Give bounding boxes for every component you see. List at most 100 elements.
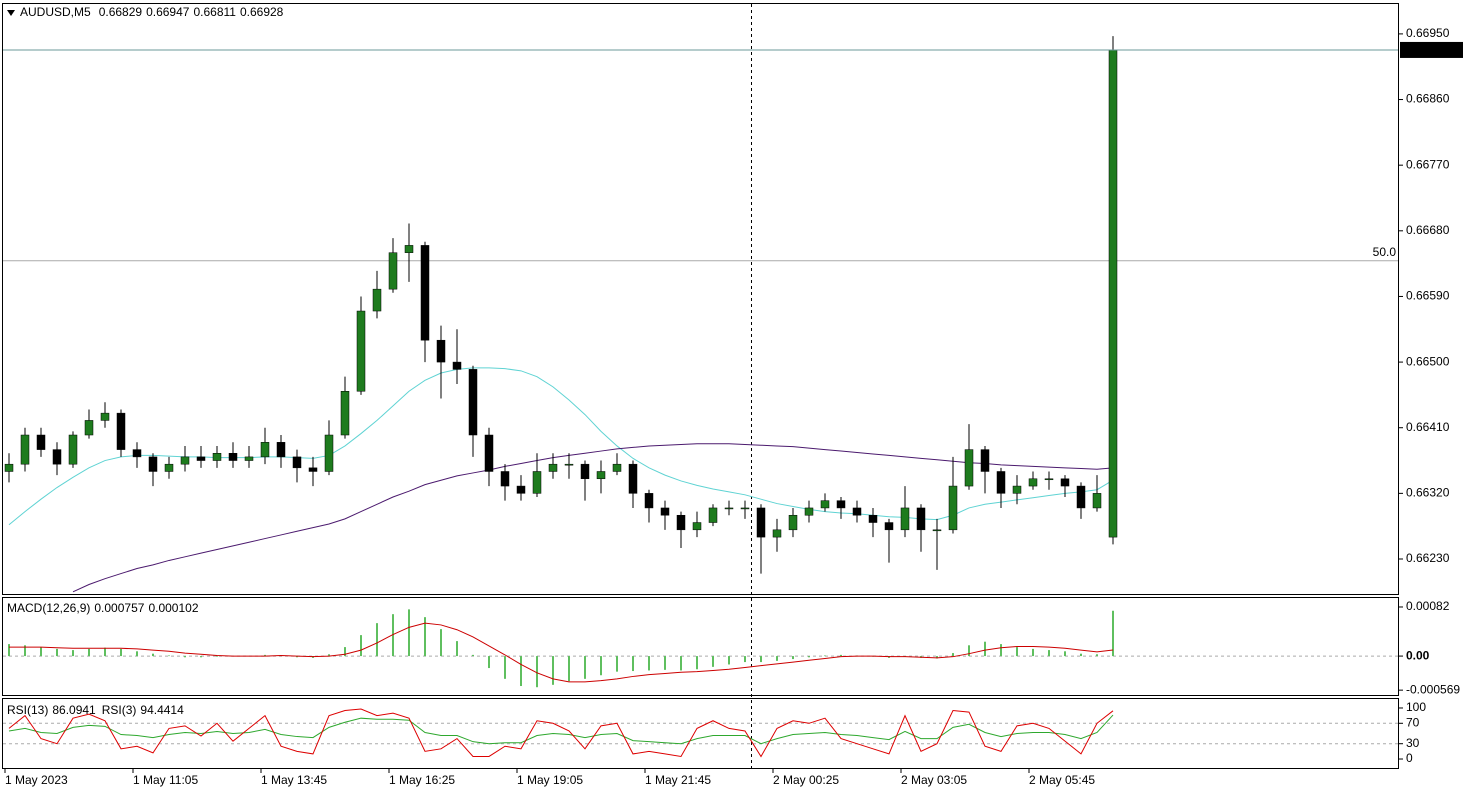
- macd-bar: [760, 656, 762, 663]
- price-label: 0.66928: [1406, 42, 1450, 56]
- series-line: [9, 622, 1114, 683]
- macd-bar: [664, 656, 666, 670]
- macd-bar: [216, 656, 218, 657]
- candle-body: [436, 339, 446, 363]
- macd-bar: [392, 614, 394, 657]
- candle-body: [36, 434, 46, 450]
- candle-body: [340, 391, 350, 436]
- candle-body: [260, 442, 270, 458]
- macd-bar: [376, 623, 378, 657]
- macd-bar: [1032, 648, 1034, 657]
- y-tick-label: 0.00: [1406, 648, 1430, 662]
- macd-bar: [1096, 654, 1098, 657]
- candle-body: [484, 434, 494, 472]
- y-tick-label: 0.66770: [1406, 157, 1450, 171]
- macd-bar: [264, 654, 266, 657]
- candle-body: [1076, 485, 1086, 509]
- candle-body: [116, 412, 126, 450]
- rsi-header: RSI(13) 86.0941 RSI(3) 94.4414: [7, 703, 184, 717]
- candle-body: [916, 507, 926, 531]
- y-tick-label: 0.66410: [1406, 420, 1450, 434]
- macd-bar: [1000, 644, 1002, 657]
- y-tick-label: 0.66500: [1406, 354, 1450, 368]
- macd-bar: [840, 654, 842, 657]
- macd-bar: [1048, 650, 1050, 657]
- y-tick-label: 0.66230: [1406, 551, 1450, 565]
- macd-bar: [584, 656, 586, 679]
- candle-body: [372, 288, 382, 312]
- macd-bar: [600, 656, 602, 676]
- candle-body: [180, 456, 190, 465]
- candle-body: [1028, 478, 1038, 487]
- candle-body: [1092, 493, 1102, 509]
- macd-bar: [776, 656, 778, 661]
- macd-header: MACD(12,26,9) 0.000757 0.000102: [7, 601, 199, 615]
- candle-body: [244, 456, 254, 461]
- menu-triangle: [7, 10, 15, 16]
- close: 0.66928: [240, 5, 284, 19]
- macd-bar: [536, 656, 538, 688]
- macd-bar: [472, 654, 474, 657]
- candle-body: [4, 463, 14, 472]
- y-tick-label: -0.000569: [1406, 682, 1460, 696]
- rsi-name: RSI(13): [7, 703, 48, 717]
- macd-bar: [328, 654, 330, 657]
- candle-body: [580, 463, 590, 480]
- candle-body: [964, 449, 974, 487]
- y-tick-label: 0: [1406, 751, 1413, 765]
- candle-body: [100, 412, 110, 421]
- macd-bar: [424, 617, 426, 657]
- symbol: AUDUSD,M5: [20, 5, 91, 19]
- candle-body: [1012, 485, 1022, 494]
- macd-value: 0.000757: [94, 601, 144, 615]
- macd-bar: [72, 650, 74, 657]
- macd-panel: [2, 597, 1399, 696]
- x-tick-label: 2 May 00:25: [773, 773, 839, 787]
- plot-layer: 0.66950 0.66860 0.66770 0.66680 0.66590 0.665…: [3, 26, 1463, 787]
- candle-body: [84, 420, 94, 436]
- candle-body: [692, 522, 702, 531]
- signal-value: 0.000102: [148, 601, 198, 615]
- series-line: [72, 443, 1114, 593]
- x-tick-label: 2 May 05:45: [1029, 773, 1095, 787]
- x-tick-label: 1 May 21:45: [645, 773, 711, 787]
- candle-body: [1108, 49, 1118, 538]
- candle-body: [708, 507, 718, 523]
- candle-body: [676, 514, 686, 531]
- candle-body: [548, 463, 558, 472]
- macd-bar: [936, 656, 938, 659]
- candle-body: [996, 471, 1006, 494]
- macd-bar: [728, 656, 730, 665]
- candle-body: [868, 514, 878, 523]
- macd-bar: [552, 656, 554, 685]
- main-panel: [2, 3, 1399, 595]
- y-tick-label: 30: [1406, 736, 1420, 750]
- macd-bar: [1016, 647, 1018, 657]
- macd-bar: [488, 656, 490, 669]
- macd-bar: [568, 656, 570, 682]
- macd-bar: [712, 656, 714, 667]
- x-tick-label: 1 May 16:25: [389, 773, 455, 787]
- candle-body: [596, 471, 606, 480]
- macd-bar: [104, 647, 106, 657]
- x-tick-label: 2 May 03:05: [901, 773, 967, 787]
- y-tick-label: 0.66680: [1406, 223, 1450, 237]
- candle-body: [564, 463, 574, 466]
- candle-body: [500, 471, 510, 487]
- candle-body: [980, 449, 990, 472]
- y-tick-label: 100: [1406, 700, 1426, 714]
- candle-body: [324, 434, 334, 472]
- candle-body: [740, 507, 750, 510]
- y-tick-label: 0.66320: [1406, 486, 1450, 500]
- open: 0.66829: [99, 5, 143, 19]
- candle-body: [132, 449, 142, 458]
- rsi-name: RSI(3): [102, 703, 137, 717]
- x-tick-label: 1 May 11:05: [133, 773, 198, 787]
- candle-body: [788, 514, 798, 531]
- macd-bar: [744, 656, 746, 663]
- candle-body: [68, 434, 78, 465]
- candle-body: [804, 507, 814, 516]
- low: 0.66811: [193, 5, 236, 19]
